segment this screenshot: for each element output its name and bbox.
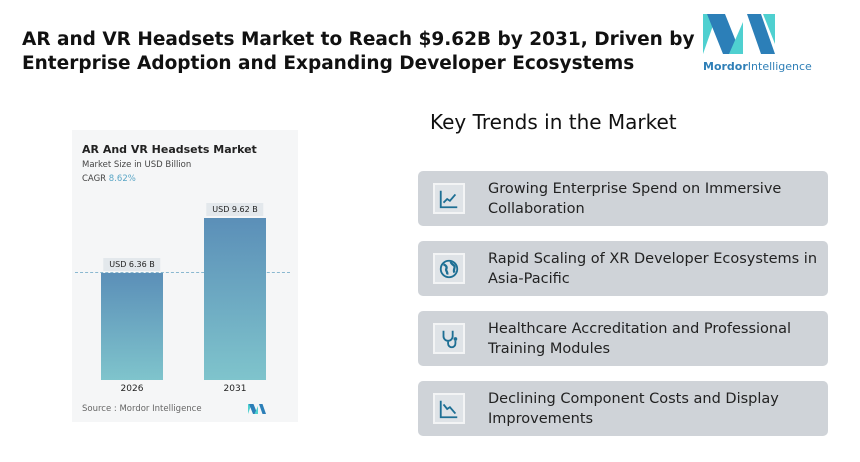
- bar-2026: [101, 272, 163, 380]
- cagr-value: 8.62%: [108, 174, 136, 184]
- x-tick-label: 2031: [223, 384, 247, 394]
- logo-text-bold: Mordor: [703, 60, 748, 73]
- trend-card: Healthcare Accreditation and Professiona…: [418, 311, 828, 366]
- bar-2031: [204, 218, 266, 380]
- declining-chart-icon: [433, 393, 465, 424]
- cagr-label: CAGR: [82, 174, 107, 184]
- trend-card: Rapid Scaling of XR Developer Ecosystems…: [418, 241, 828, 296]
- trend-text: Growing Enterprise Spend on Immersive Co…: [488, 181, 782, 217]
- stethoscope-icon: [433, 323, 465, 354]
- trend-card: Growing Enterprise Spend on Immersive Co…: [418, 171, 828, 226]
- logo-text: Intelligence: [747, 60, 812, 73]
- trend-text: Healthcare Accreditation and Professiona…: [488, 321, 792, 357]
- mordor-logo: MordorIntelligence: [703, 14, 812, 73]
- globe-icon: [433, 253, 465, 284]
- logo-mark-icon: [703, 14, 775, 54]
- chart-title: AR And VR Headsets Market: [82, 143, 257, 156]
- data-label: USD 6.36 B: [103, 257, 161, 271]
- trend-text: Rapid Scaling of XR Developer Ecosystems…: [488, 251, 818, 287]
- small-logo-icon: [248, 404, 266, 414]
- trend-text: Declining Component Costs and Display Im…: [488, 391, 779, 427]
- data-label: USD 9.62 B: [206, 203, 264, 216]
- line-chart-icon: [433, 183, 465, 214]
- cagr: CAGR 8.62%: [82, 174, 136, 184]
- reference-line: [75, 272, 290, 273]
- chart-subtitle: Market Size in USD Billion: [82, 160, 192, 170]
- trend-card: Declining Component Costs and Display Im…: [418, 381, 828, 436]
- chart-source: Source : Mordor Intelligence: [82, 404, 202, 414]
- trends-heading: Key Trends in the Market: [430, 110, 677, 134]
- market-chart: AR And VR Headsets Market Market Size in…: [72, 130, 298, 422]
- page-title: AR and VR Headsets Market to Reach $9.62…: [22, 29, 695, 74]
- x-tick-label: 2026: [120, 384, 144, 394]
